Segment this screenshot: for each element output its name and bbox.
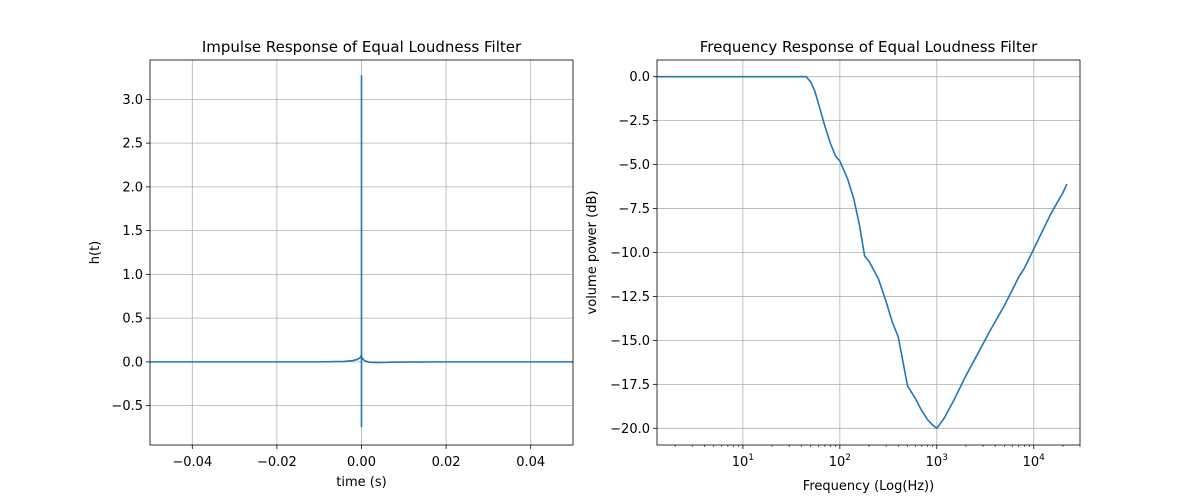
- frequency-response-y-label: volume power (dB): [585, 191, 600, 315]
- impulse-response-y-tick-label: 3.0: [122, 93, 143, 108]
- frequency-response-title: Frequency Response of Equal Loudness Fil…: [700, 38, 1038, 56]
- frequency-response-series-line: [657, 75, 1068, 430]
- impulse-response-x-label: time (s): [336, 475, 386, 490]
- impulse-response-x-tick-label: −0.04: [172, 455, 212, 470]
- impulse-response-y-tick-label: 0.5: [122, 312, 143, 327]
- impulse-response-axes: −0.04 −0.02 0.00 0.02 0.04 −0.5 0.0 0.5 1.0 1.5 2.…: [88, 38, 574, 490]
- impulse-response-y-tick-label: 1.5: [122, 224, 143, 239]
- impulse-response-x-tick-label: −0.02: [257, 455, 297, 470]
- frequency-response-axes: 101 102 103 104 0.0 −2.5 −5.0 −7.5 −10.0 −12.5 −15…: [585, 38, 1081, 494]
- frequency-response-y-tick-label: −17.5: [610, 378, 650, 393]
- frequency-response-y-tick-label: 0.0: [629, 70, 650, 85]
- impulse-response-x-tick-label: 0.02: [432, 455, 461, 470]
- frequency-response-y-tick-label: −12.5: [610, 290, 650, 305]
- impulse-response-y-tick-label: 1.0: [122, 268, 143, 283]
- frequency-response-y-tick-label: −20.0: [610, 422, 650, 437]
- frequency-response-x-tick-label: 102: [829, 453, 851, 470]
- frequency-response-x-tick-label: 101: [732, 453, 754, 470]
- impulse-response-y-tick-label: −0.5: [111, 399, 143, 414]
- impulse-response-x-tick-label: 0.00: [347, 455, 376, 470]
- frequency-response-y-tick-label: −15.0: [610, 334, 650, 349]
- impulse-response-y-tick-label: 2.5: [122, 137, 143, 152]
- frequency-response-x-label: Frequency (Log(Hz)): [803, 479, 934, 494]
- frequency-response-y-tick-label: −2.5: [618, 114, 650, 129]
- impulse-response-y-label: h(t): [88, 241, 103, 264]
- impulse-response-y-tick-label: 0.0: [122, 355, 143, 370]
- impulse-response-x-tick-label: 0.04: [516, 455, 545, 470]
- frequency-response-y-tick-label: −10.0: [610, 246, 650, 261]
- frequency-response-x-tick-label: 103: [926, 453, 948, 470]
- frequency-response-y-tick-label: −7.5: [618, 202, 650, 217]
- impulse-response-title: Impulse Response of Equal Loudness Filte…: [202, 38, 522, 56]
- impulse-response-series-line: [150, 74, 573, 428]
- impulse-response-y-tick-label: 2.0: [122, 180, 143, 195]
- frequency-response-x-tick-label: 104: [1023, 453, 1046, 470]
- frequency-response-y-tick-label: −5.0: [618, 158, 650, 173]
